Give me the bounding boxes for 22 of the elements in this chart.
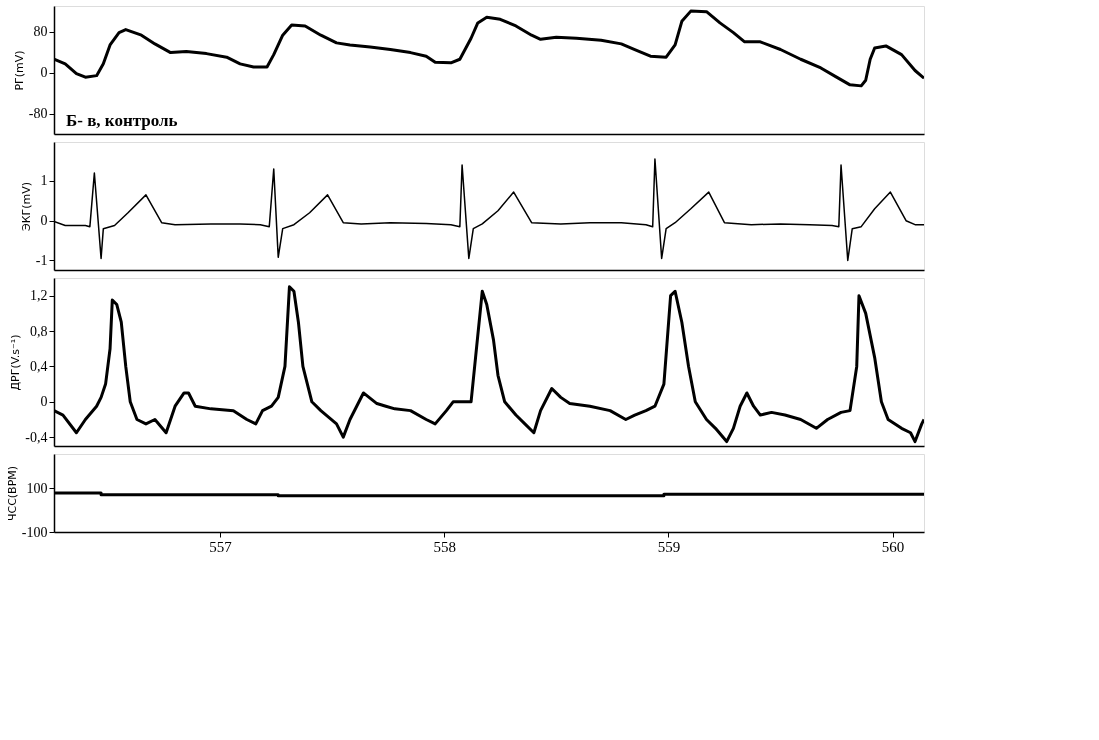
x-tick-label: 557 (209, 538, 233, 555)
y-tick-label: 80 (33, 24, 48, 40)
y-tick-label: 0,4 (30, 358, 48, 374)
y-tick-label: -0,4 (25, 429, 48, 445)
y-tick-label: 0 (40, 394, 48, 410)
y-axis-title: РГ(mV) (12, 50, 26, 91)
y-tick-label: 0 (40, 213, 48, 229)
x-tick-label: 559 (657, 538, 681, 555)
y-tick-label: 0 (40, 65, 48, 81)
annotation: Б- в, контроль (66, 111, 178, 130)
x-tick-label: 558 (433, 538, 456, 555)
y-tick-label: 100 (26, 480, 48, 496)
y-tick-label: 1,2 (30, 288, 48, 304)
y-tick-label: -80 (28, 106, 48, 122)
y-axis-title: ДРГ(V.s⁻¹) (9, 334, 23, 391)
y-tick-label: -100 (21, 524, 48, 540)
y-tick-label: 1 (40, 173, 48, 189)
y-axis-title: ЧСС(BPM) (5, 465, 19, 522)
y-tick-label: -1 (35, 252, 48, 268)
y-tick-label: 0,8 (30, 323, 48, 339)
y-axis-title: ЭКГ(mV) (19, 181, 33, 232)
x-tick-label: 560 (881, 538, 905, 555)
